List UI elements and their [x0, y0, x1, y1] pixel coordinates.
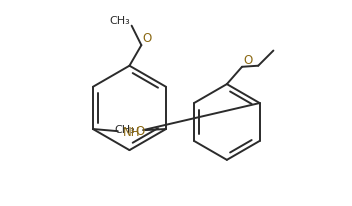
Text: CH₃: CH₃ [114, 124, 135, 134]
Text: O: O [143, 32, 152, 45]
Text: O: O [243, 53, 252, 66]
Text: O: O [135, 124, 144, 137]
Text: CH₃: CH₃ [110, 15, 131, 26]
Text: NH: NH [122, 125, 140, 138]
